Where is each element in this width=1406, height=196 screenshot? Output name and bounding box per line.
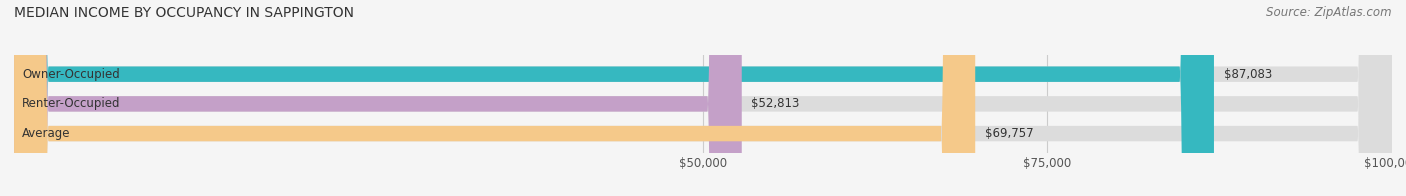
FancyBboxPatch shape [14,0,1392,196]
FancyBboxPatch shape [14,0,1392,196]
Text: Owner-Occupied: Owner-Occupied [22,68,120,81]
FancyBboxPatch shape [14,0,976,196]
Text: Average: Average [22,127,70,140]
Text: Source: ZipAtlas.com: Source: ZipAtlas.com [1267,6,1392,19]
Text: $69,757: $69,757 [984,127,1033,140]
Text: $87,083: $87,083 [1223,68,1272,81]
Text: MEDIAN INCOME BY OCCUPANCY IN SAPPINGTON: MEDIAN INCOME BY OCCUPANCY IN SAPPINGTON [14,6,354,20]
FancyBboxPatch shape [14,0,1392,196]
FancyBboxPatch shape [14,0,1213,196]
FancyBboxPatch shape [14,0,742,196]
Text: $52,813: $52,813 [751,97,800,110]
Text: Renter-Occupied: Renter-Occupied [22,97,121,110]
